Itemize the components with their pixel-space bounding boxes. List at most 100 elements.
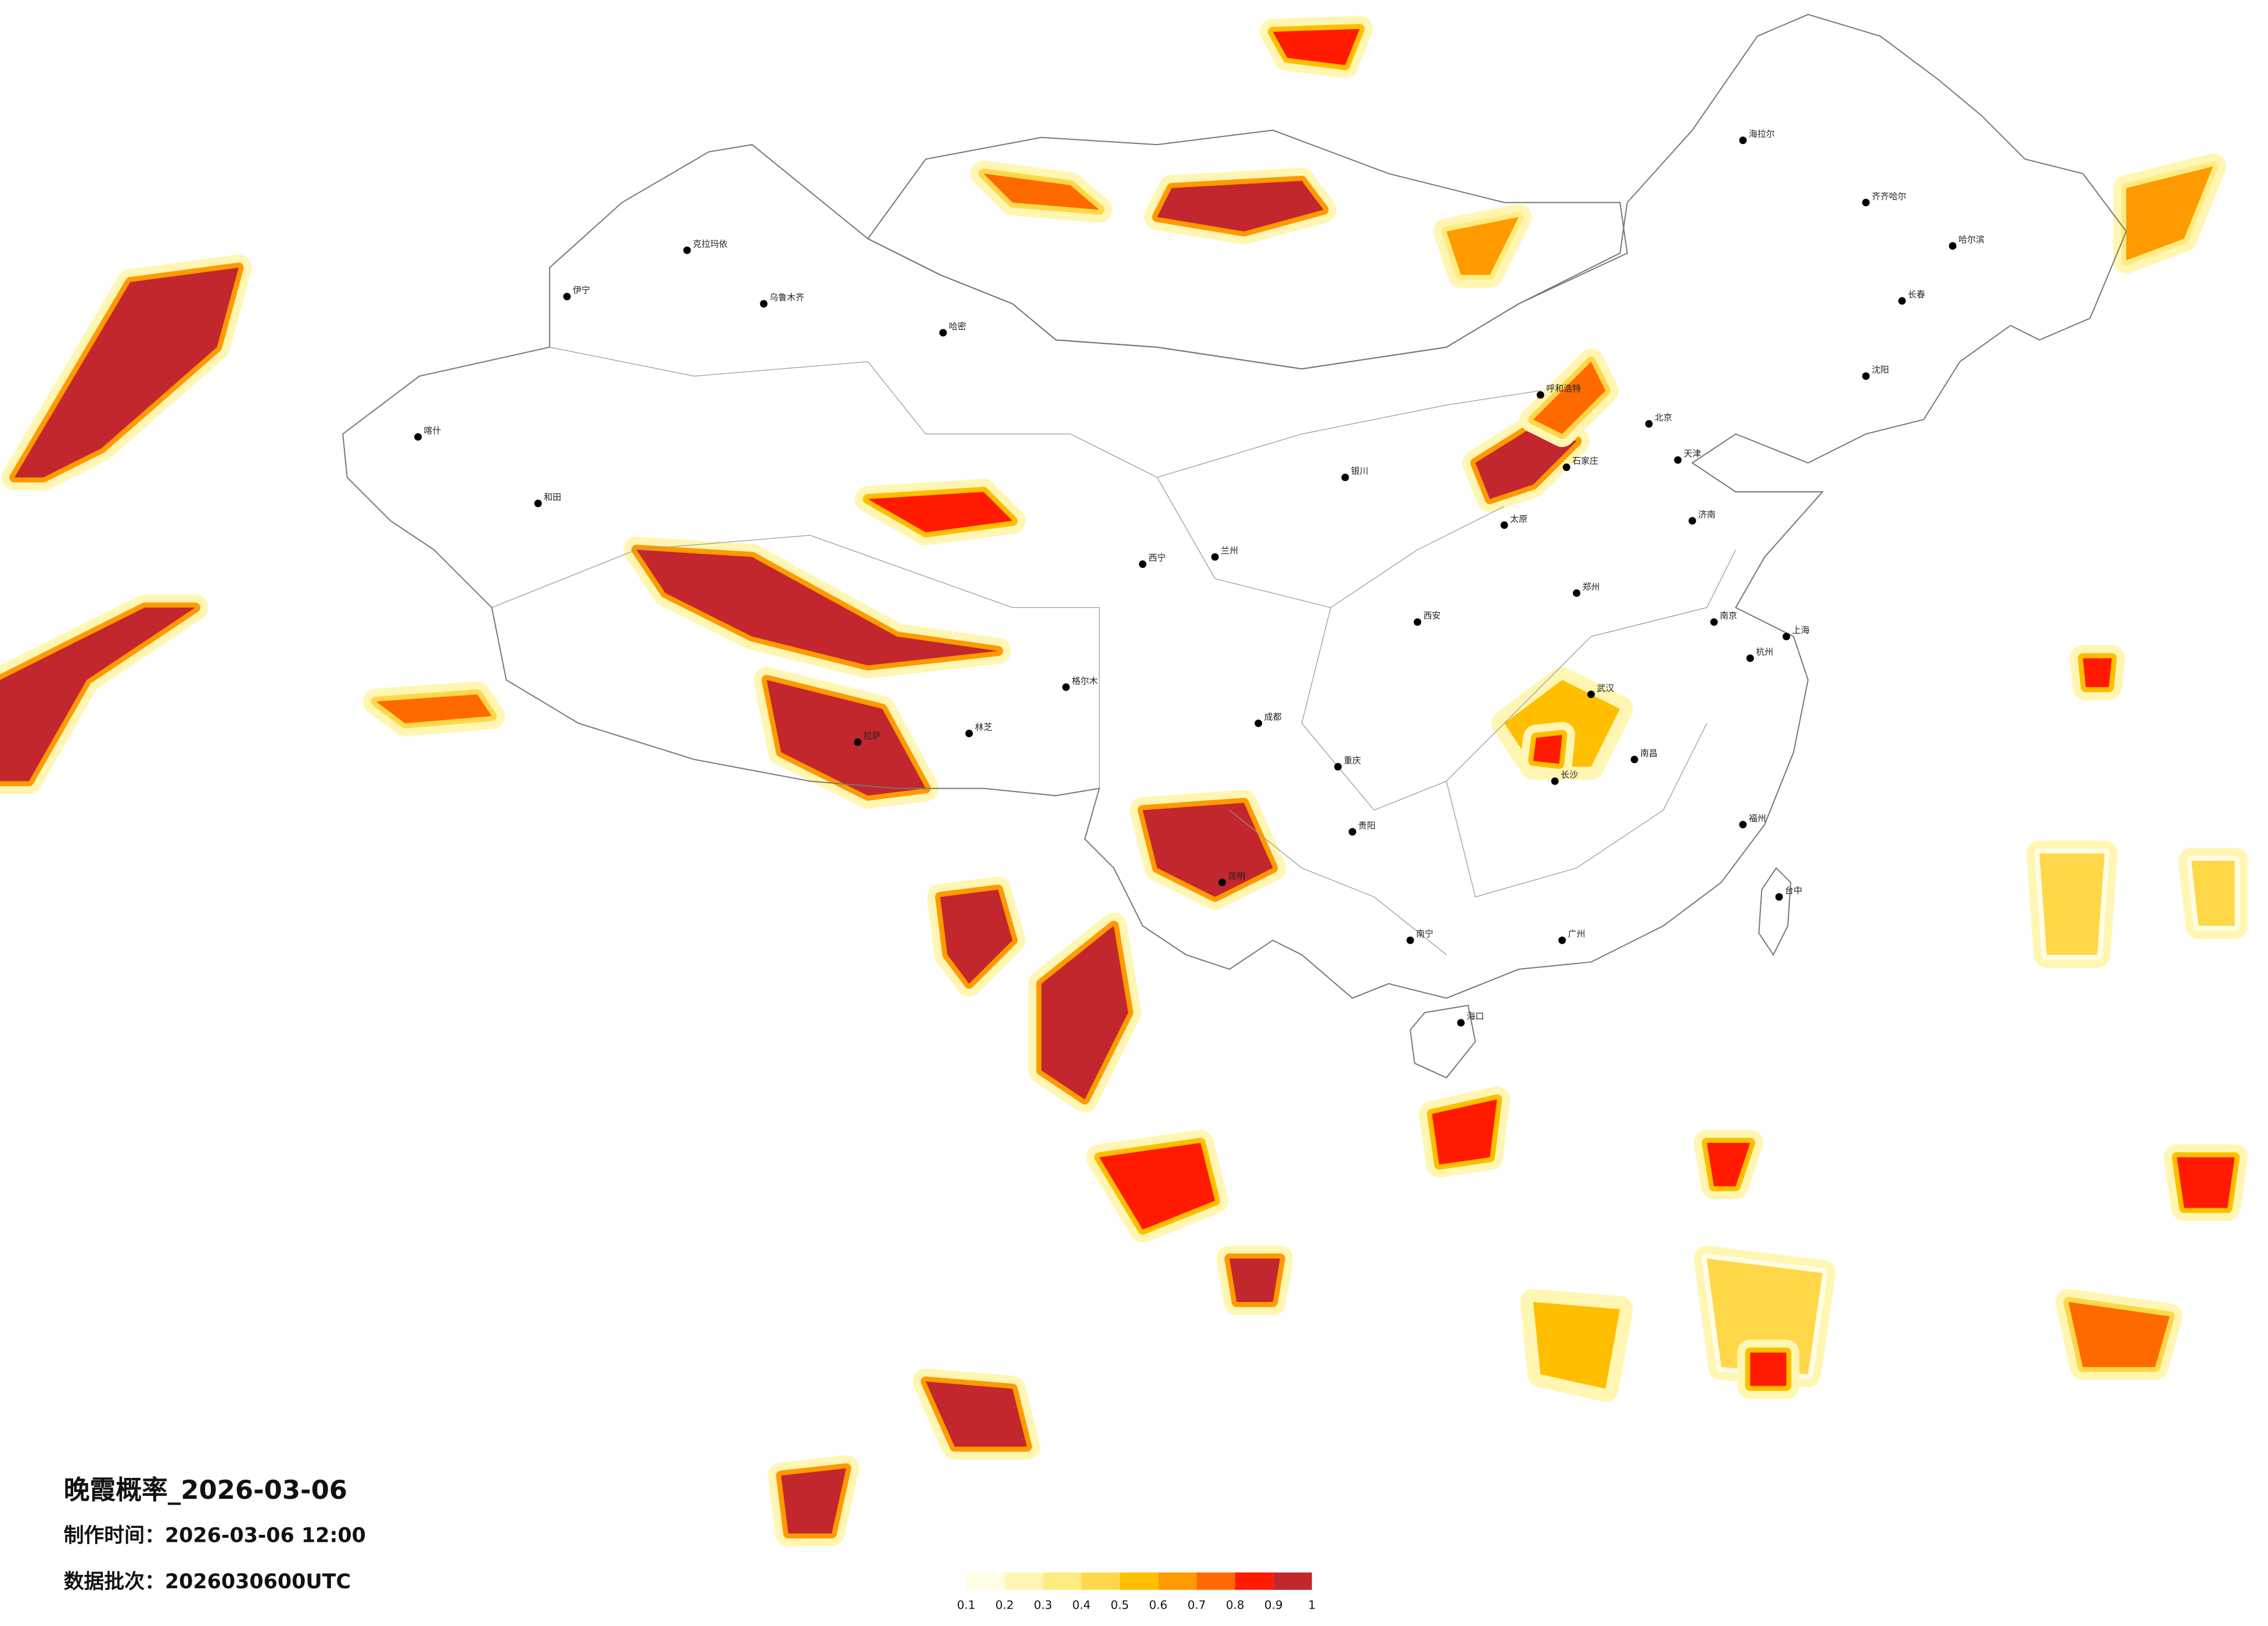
core bbox=[1533, 1301, 1620, 1389]
core bbox=[940, 890, 1013, 984]
city-dot bbox=[1674, 456, 1682, 464]
colorbar-tick-label: 0.2 bbox=[995, 1599, 1014, 1612]
city-dot bbox=[1739, 821, 1747, 829]
city-label: 哈密 bbox=[949, 321, 966, 332]
core bbox=[1099, 1142, 1215, 1230]
city-dot bbox=[563, 293, 571, 301]
city-dot bbox=[1782, 632, 1791, 641]
color-swatch bbox=[1081, 1572, 1120, 1590]
color-swatch bbox=[966, 1572, 1005, 1590]
city-label: 台中 bbox=[1785, 886, 1802, 896]
city-label: 齐齐哈尔 bbox=[1872, 191, 1907, 202]
color-swatch bbox=[1120, 1572, 1159, 1590]
city-dot bbox=[1688, 517, 1696, 525]
city-dot bbox=[414, 433, 422, 441]
city-dot bbox=[683, 246, 691, 254]
city-dot bbox=[1573, 589, 1581, 597]
color-swatch bbox=[1235, 1572, 1274, 1590]
city-label: 南昌 bbox=[1640, 748, 1658, 758]
core bbox=[0, 607, 196, 782]
city-label: 格尔木 bbox=[1072, 675, 1098, 686]
city-dot bbox=[1630, 756, 1638, 764]
data-batch: 数据批次：2026030600UTC bbox=[64, 1570, 351, 1593]
city-dot bbox=[1062, 683, 1070, 691]
city-dot bbox=[1457, 1019, 1465, 1027]
city-dot bbox=[1211, 553, 1219, 561]
core bbox=[1475, 426, 1577, 499]
city-dot bbox=[939, 329, 947, 337]
city-label: 北京 bbox=[1655, 412, 1672, 423]
city-label: 昆明 bbox=[1228, 871, 1245, 882]
core bbox=[781, 1468, 846, 1534]
city-label: 广州 bbox=[1568, 929, 1586, 939]
core bbox=[2039, 853, 2105, 955]
core bbox=[868, 491, 1013, 533]
city-label: 南宁 bbox=[1416, 929, 1433, 939]
core bbox=[376, 694, 492, 724]
core bbox=[14, 267, 239, 478]
city-label: 克拉玛依 bbox=[693, 239, 728, 249]
city-dot bbox=[1862, 372, 1870, 380]
core bbox=[1533, 361, 1606, 434]
color-swatch bbox=[1273, 1572, 1312, 1590]
city-dot bbox=[1775, 893, 1783, 901]
city-label: 济南 bbox=[1698, 509, 1716, 520]
core bbox=[1273, 28, 1360, 66]
color-swatch bbox=[1004, 1572, 1043, 1590]
city-label: 兰州 bbox=[1221, 545, 1238, 556]
city-label: 武汉 bbox=[1597, 683, 1614, 693]
mongolia-outline bbox=[867, 129, 1628, 370]
core bbox=[1533, 735, 1562, 764]
core bbox=[925, 1382, 1027, 1447]
taiwan bbox=[1758, 867, 1792, 956]
city-dot bbox=[1341, 473, 1349, 481]
city-label: 林芝 bbox=[975, 722, 993, 732]
city-label: 伊宁 bbox=[573, 285, 590, 296]
colorbar-tick-label: 0.1 bbox=[957, 1599, 976, 1612]
city-dot bbox=[1536, 391, 1544, 399]
made-time: 制作时间：2026-03-06 12:00 bbox=[64, 1524, 366, 1548]
core bbox=[1157, 181, 1324, 232]
city-dot bbox=[1406, 936, 1414, 944]
core bbox=[2177, 1157, 2235, 1208]
map-title: 晚霞概率_2026-03-06 bbox=[64, 1474, 347, 1505]
city-dot bbox=[1551, 777, 1559, 785]
city-dot bbox=[1414, 618, 1422, 626]
city-label: 成都 bbox=[1264, 712, 1282, 722]
city-dot bbox=[760, 300, 768, 308]
city-label: 乌鲁木齐 bbox=[770, 292, 804, 303]
color-swatch bbox=[1158, 1572, 1197, 1590]
color-swatch bbox=[1043, 1572, 1082, 1590]
city-label: 沈阳 bbox=[1872, 365, 1889, 375]
city-dot bbox=[534, 499, 542, 508]
city-label: 上海 bbox=[1792, 625, 1810, 635]
core bbox=[2126, 166, 2213, 261]
city-label: 拉萨 bbox=[864, 731, 881, 741]
core bbox=[1432, 1099, 1497, 1165]
core bbox=[2068, 1301, 2170, 1368]
city-dot bbox=[965, 729, 973, 738]
city-label: 重庆 bbox=[1344, 755, 1361, 765]
city-dot bbox=[1558, 936, 1566, 944]
city-dot bbox=[1746, 654, 1754, 662]
city-dot bbox=[1138, 560, 1146, 569]
core bbox=[983, 173, 1099, 210]
core bbox=[636, 549, 998, 665]
core bbox=[2191, 861, 2235, 926]
colorbar: 0.1 0.2 0.3 0.4 0.5 0.6 0.7 0.8 0.9 1 bbox=[957, 1572, 1315, 1612]
core bbox=[766, 679, 926, 796]
city-label: 贵阳 bbox=[1358, 820, 1376, 830]
city-label: 太原 bbox=[1510, 513, 1527, 524]
city-label: 西宁 bbox=[1148, 553, 1166, 563]
province-lines bbox=[491, 347, 1737, 955]
colorbar-tick-label: 0.9 bbox=[1264, 1599, 1283, 1612]
colorbar-tick-label: 0.6 bbox=[1149, 1599, 1167, 1612]
city-dot bbox=[1255, 720, 1263, 728]
city-label: 喀什 bbox=[424, 425, 441, 436]
city-dot bbox=[1949, 242, 1957, 250]
borders bbox=[342, 13, 2127, 1079]
city-label: 长春 bbox=[1908, 289, 1925, 300]
city-label: 海口 bbox=[1467, 1011, 1484, 1021]
